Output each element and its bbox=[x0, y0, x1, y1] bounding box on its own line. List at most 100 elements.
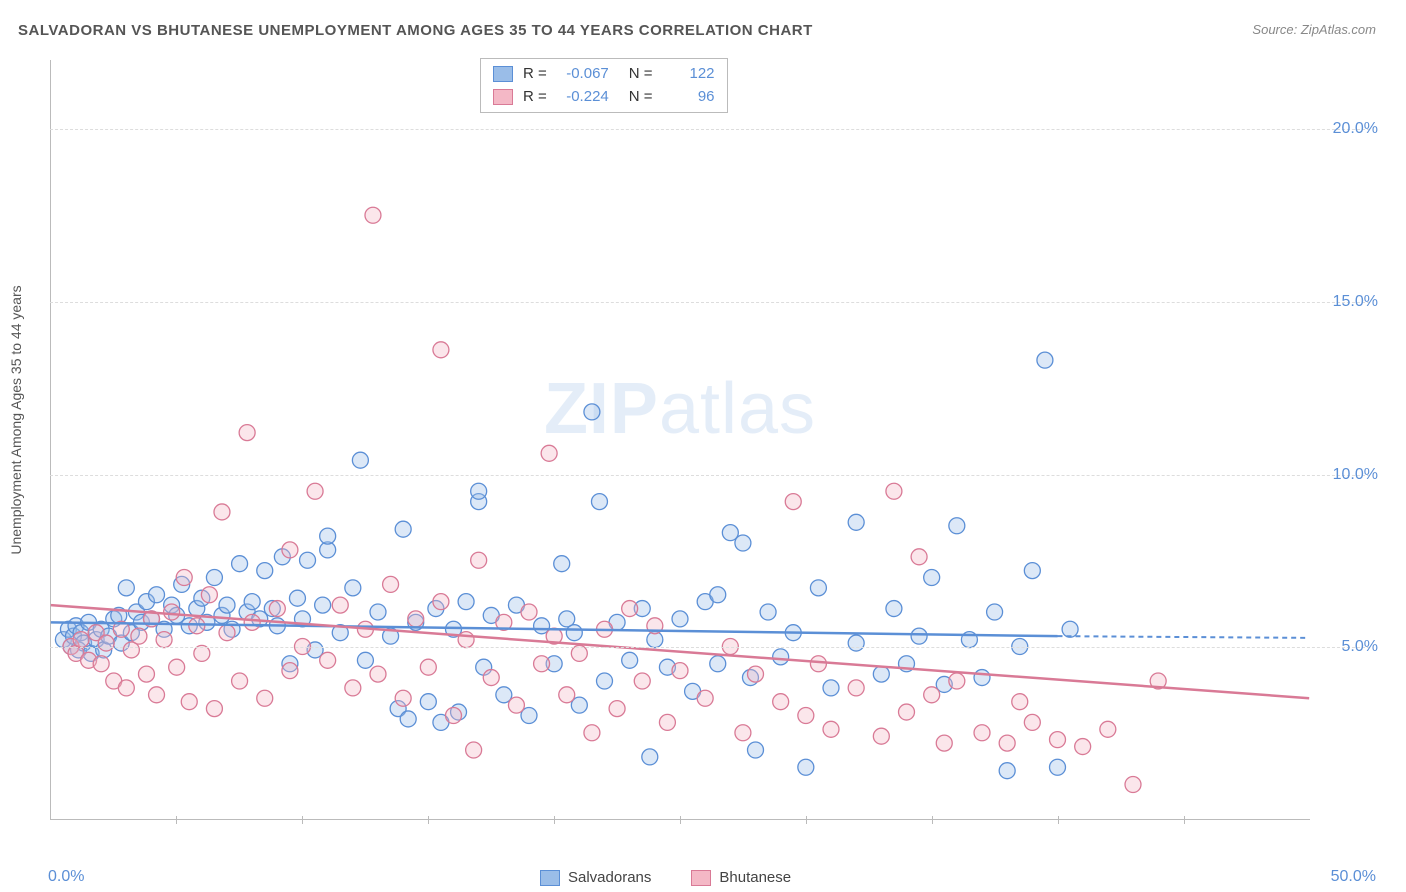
data-point bbox=[365, 207, 381, 223]
data-point bbox=[634, 673, 650, 689]
data-point bbox=[232, 673, 248, 689]
data-point bbox=[370, 666, 386, 682]
data-point bbox=[206, 570, 222, 586]
data-point bbox=[395, 521, 411, 537]
data-point bbox=[1024, 714, 1040, 730]
legend: Salvadorans Bhutanese bbox=[540, 869, 791, 886]
data-point bbox=[823, 721, 839, 737]
data-point bbox=[710, 656, 726, 672]
data-point bbox=[974, 670, 990, 686]
swatch-series1 bbox=[493, 66, 513, 82]
scatter-svg bbox=[50, 60, 1310, 819]
x-tick-mark bbox=[176, 816, 177, 824]
data-point bbox=[345, 580, 361, 596]
plot-area: ZIPatlas 5.0%10.0%15.0%20.0% bbox=[50, 60, 1310, 820]
legend-swatch-1 bbox=[540, 870, 560, 886]
data-point bbox=[1037, 352, 1053, 368]
stats-row-1: R = -0.067 N = 122 bbox=[493, 63, 715, 86]
data-point bbox=[156, 632, 172, 648]
data-point bbox=[206, 701, 222, 717]
data-point bbox=[773, 694, 789, 710]
data-point bbox=[408, 611, 424, 627]
x-tick-mark bbox=[1058, 816, 1059, 824]
data-point bbox=[289, 590, 305, 606]
data-point bbox=[999, 735, 1015, 751]
data-point bbox=[400, 711, 416, 727]
data-point bbox=[622, 652, 638, 668]
data-point bbox=[748, 742, 764, 758]
data-point bbox=[848, 514, 864, 530]
data-point bbox=[118, 580, 134, 596]
n-value-2: 96 bbox=[663, 86, 715, 109]
data-point bbox=[219, 625, 235, 641]
data-point bbox=[541, 445, 557, 461]
data-point bbox=[622, 601, 638, 617]
data-point bbox=[735, 725, 751, 741]
chart-container: SALVADORAN VS BHUTANESE UNEMPLOYMENT AMO… bbox=[0, 0, 1406, 892]
x-tick-mark bbox=[554, 816, 555, 824]
data-point bbox=[201, 587, 217, 603]
data-point bbox=[420, 694, 436, 710]
stats-row-2: R = -0.224 N = 96 bbox=[493, 86, 715, 109]
data-point bbox=[1125, 777, 1141, 793]
data-point bbox=[471, 552, 487, 568]
r-value-2: -0.224 bbox=[557, 86, 609, 109]
data-point bbox=[798, 708, 814, 724]
data-point bbox=[118, 680, 134, 696]
data-point bbox=[873, 728, 889, 744]
x-tick-mark bbox=[932, 816, 933, 824]
y-tick-label: 10.0% bbox=[1333, 466, 1378, 484]
data-point bbox=[332, 597, 348, 613]
data-point bbox=[609, 701, 625, 717]
data-point bbox=[823, 680, 839, 696]
data-point bbox=[345, 680, 361, 696]
data-point bbox=[911, 549, 927, 565]
r-value-1: -0.067 bbox=[557, 63, 609, 86]
data-point bbox=[735, 535, 751, 551]
regression-line-1-dash bbox=[1058, 636, 1310, 638]
x-tick-mark bbox=[806, 816, 807, 824]
data-point bbox=[748, 666, 764, 682]
data-point bbox=[446, 708, 462, 724]
stats-box: R = -0.067 N = 122 R = -0.224 N = 96 bbox=[480, 58, 728, 113]
data-point bbox=[584, 404, 600, 420]
gridline bbox=[50, 475, 1370, 476]
data-point bbox=[164, 604, 180, 620]
data-point bbox=[471, 483, 487, 499]
data-point bbox=[566, 625, 582, 641]
data-point bbox=[176, 570, 192, 586]
data-point bbox=[987, 604, 1003, 620]
data-point bbox=[1024, 563, 1040, 579]
data-point bbox=[282, 663, 298, 679]
gridline bbox=[50, 647, 1370, 648]
data-point bbox=[149, 587, 165, 603]
data-point bbox=[710, 587, 726, 603]
data-point bbox=[320, 652, 336, 668]
data-point bbox=[352, 452, 368, 468]
data-point bbox=[760, 604, 776, 620]
x-tick-50: 50.0% bbox=[1331, 868, 1376, 886]
data-point bbox=[659, 714, 675, 730]
data-point bbox=[936, 735, 952, 751]
data-point bbox=[999, 763, 1015, 779]
data-point bbox=[911, 628, 927, 644]
data-point bbox=[886, 483, 902, 499]
data-point bbox=[169, 659, 185, 675]
data-point bbox=[320, 528, 336, 544]
data-point bbox=[642, 749, 658, 765]
data-point bbox=[315, 597, 331, 613]
data-point bbox=[1075, 739, 1091, 755]
data-point bbox=[873, 666, 889, 682]
data-point bbox=[383, 576, 399, 592]
data-point bbox=[189, 618, 205, 634]
data-point bbox=[466, 742, 482, 758]
data-point bbox=[395, 690, 411, 706]
data-point bbox=[1100, 721, 1116, 737]
data-point bbox=[131, 628, 147, 644]
data-point bbox=[508, 697, 524, 713]
data-point bbox=[420, 659, 436, 675]
legend-item-2: Bhutanese bbox=[691, 869, 791, 886]
data-point bbox=[1062, 621, 1078, 637]
data-point bbox=[300, 552, 316, 568]
data-point bbox=[433, 594, 449, 610]
